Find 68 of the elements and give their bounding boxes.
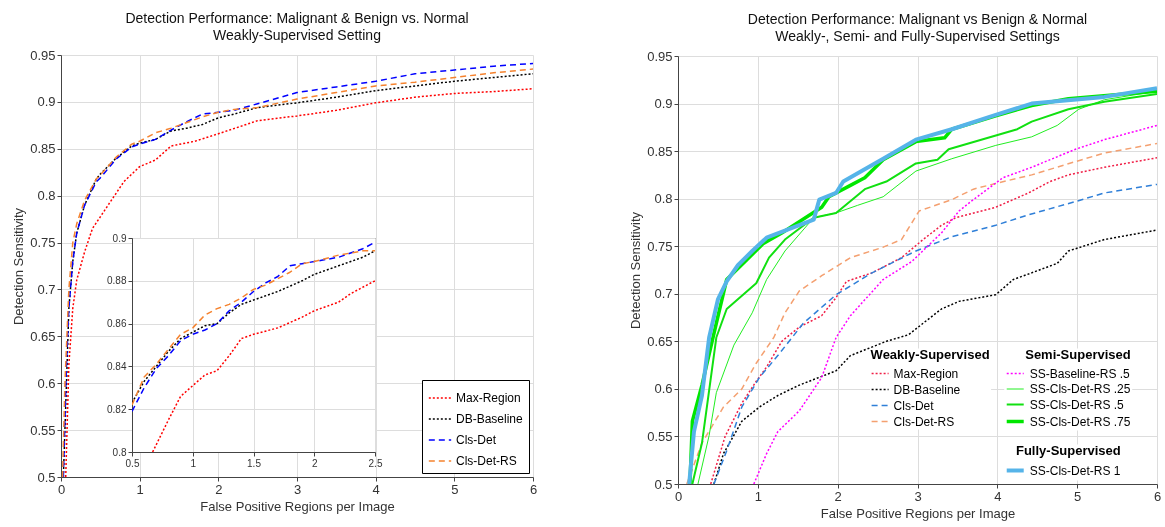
- y-tick-label: 0.5: [37, 469, 56, 485]
- x-tick-label: 5: [451, 481, 459, 497]
- x-tick-label: 4: [372, 481, 380, 497]
- x-tick-label: 0: [57, 481, 66, 497]
- x-tick-label: 3: [914, 488, 922, 504]
- chart-subtitle: Weakly-, Semi- and Fully-Supervised Settings: [775, 28, 1060, 44]
- x-tick-label: 0.5: [125, 457, 140, 469]
- y-tick-label: 0.9: [112, 232, 127, 244]
- annotation: Weakly-Supervised: [870, 347, 990, 362]
- y-tick-label: 0.8: [37, 188, 56, 204]
- legend-label: Cls-Det-RS: [456, 454, 517, 468]
- y-tick-label: 0.7: [654, 286, 673, 302]
- x-axis-title: False Positive Regions per Image: [200, 498, 395, 514]
- annotation: Semi-Supervised: [1025, 347, 1131, 362]
- y-tick-label: 0.82: [107, 403, 127, 415]
- x-axis-title: False Positive Regions per Image: [820, 505, 1016, 521]
- x-tick-label: 2: [834, 488, 842, 504]
- y-tick-label: 0.75: [647, 238, 673, 254]
- legend-label: DB-Baseline: [456, 412, 524, 426]
- legend-label: Max-Region: [893, 366, 959, 381]
- y-tick-label: 0.86: [107, 318, 127, 330]
- y-tick-label: 0.85: [30, 141, 56, 157]
- y-tick-label: 0.7: [37, 281, 56, 297]
- x-tick-label: 4: [994, 488, 1002, 504]
- y-tick-label: 0.55: [647, 428, 673, 444]
- x-tick-label: 2: [311, 457, 318, 469]
- x-tick-label: 6: [1153, 488, 1162, 504]
- x-tick-label: 1: [754, 488, 762, 504]
- legend-label: SS-Cls-Det-RS .75: [1029, 414, 1131, 429]
- y-tick-label: 0.65: [647, 333, 673, 349]
- x-tick-label: 1: [136, 481, 144, 497]
- x-tick-label: 6: [529, 481, 538, 497]
- legend-label: Cls-Det: [456, 433, 497, 447]
- x-tick-label: 0: [674, 488, 683, 504]
- legend-label: SS-Baseline-RS .5: [1029, 366, 1131, 381]
- x-tick-label: 3: [293, 481, 302, 497]
- x-tick-label: 1.5: [247, 457, 262, 469]
- y-tick-label: 0.75: [30, 235, 56, 251]
- legend-label: SS-Cls-Det-RS 1: [1029, 463, 1121, 478]
- x-tick-label: 1: [190, 457, 197, 469]
- y-tick-label: 0.95: [647, 48, 673, 64]
- y-tick-label: 0.6: [37, 375, 56, 391]
- y-tick-label: 0.88: [107, 275, 127, 287]
- y-axis-title: Detection Sensitivity: [11, 207, 27, 326]
- y-tick-label: 0.9: [37, 94, 56, 110]
- y-tick-label: 0.65: [30, 328, 56, 344]
- y-tick-label: 0.6: [654, 381, 673, 397]
- legend-label: DB-Baseline: [893, 382, 961, 397]
- x-tick-label: 2.5: [368, 457, 383, 469]
- y-tick-label: 0.84: [107, 360, 127, 372]
- legend-label: Cls-Det: [893, 398, 935, 413]
- legend-label: SS-Cls-Det-RS .25: [1029, 382, 1131, 396]
- y-tick-label: 0.95: [30, 47, 56, 63]
- chart-title: Detection Performance: Malignant & Benign vs. Normal: [125, 10, 469, 26]
- legend-label: Cls-Det-RS: [893, 414, 955, 429]
- chart-subtitle: Weakly-Supervised Setting: [213, 27, 381, 43]
- annotation: Fully-Supervised: [1015, 443, 1121, 458]
- y-tick-label: 0.8: [112, 446, 127, 458]
- y-tick-label: 0.9: [654, 96, 673, 112]
- legend-label: Max-Region: [456, 391, 521, 405]
- chart-title: Detection Performance: Malignant vs Benign & Normal: [747, 11, 1088, 27]
- x-tick-label: 5: [1074, 488, 1082, 504]
- y-axis-title: Detection Sensitivity: [628, 211, 644, 330]
- y-tick-label: 0.55: [30, 422, 56, 438]
- y-tick-label: 0.85: [647, 143, 673, 159]
- x-tick-label: 2: [215, 481, 223, 497]
- y-tick-label: 0.8: [654, 191, 673, 207]
- legend-label: SS-Cls-Det-RS .5: [1029, 397, 1125, 412]
